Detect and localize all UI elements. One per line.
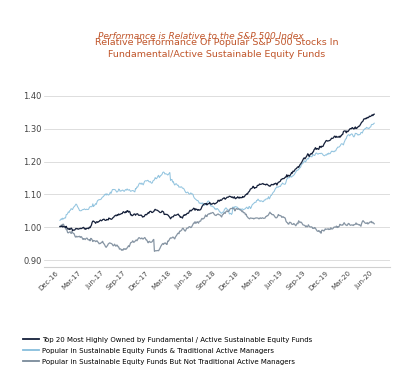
Text: Performance is Relative to the S&P 500 Index: Performance is Relative to the S&P 500 I… xyxy=(98,32,303,42)
Title: Relative Performance Of Popular S&P 500 Stocks In
Fundamental/Active Sustainable: Relative Performance Of Popular S&P 500 … xyxy=(95,38,338,59)
Legend: Top 20 Most Highly Owned by Fundamental / Active Sustainable Equity Funds, Popul: Top 20 Most Highly Owned by Fundamental … xyxy=(23,337,312,365)
